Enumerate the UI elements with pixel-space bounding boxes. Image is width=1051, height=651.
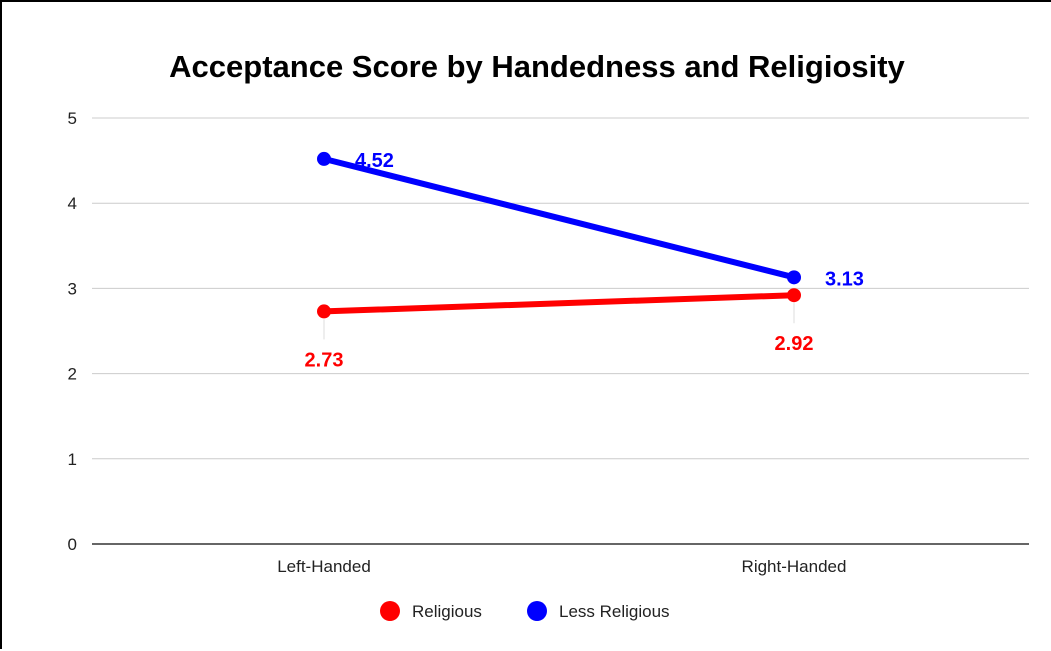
y-tick-label: 4 (68, 194, 77, 213)
data-point (317, 151, 331, 166)
y-tick-label: 2 (68, 365, 77, 384)
y-tick-label: 3 (68, 279, 77, 298)
data-label: 2.73 (305, 349, 344, 371)
data-point (787, 270, 801, 285)
y-tick-label: 5 (68, 109, 77, 128)
data-point (317, 304, 331, 319)
data-label: 2.92 (775, 333, 814, 355)
legend-label: Religious (412, 602, 482, 621)
chart-title: Acceptance Score by Handedness and Relig… (169, 49, 905, 84)
legend: Religious Less Religious (380, 601, 670, 621)
x-tick-label: Right-Handed (742, 557, 847, 576)
series-line (321, 155, 797, 281)
data-labels: 2.73 2.92 4.52 3.13 (305, 150, 864, 372)
y-tick-label: 0 (68, 535, 77, 554)
data-label: 4.52 (355, 150, 394, 172)
x-tick-label: Left-Handed (277, 557, 371, 576)
series-line (321, 292, 797, 315)
legend-marker (527, 601, 547, 621)
legend-label: Less Religious (559, 602, 670, 621)
y-axis-ticks: 0 1 2 3 4 5 (68, 109, 77, 554)
series-group (317, 151, 801, 319)
data-point (787, 288, 801, 303)
x-axis-ticks: Left-Handed Right-Handed (277, 557, 846, 576)
gridlines (92, 117, 1029, 545)
y-tick-label: 1 (68, 450, 77, 469)
legend-marker (380, 601, 400, 621)
data-label: 3.13 (825, 268, 864, 290)
